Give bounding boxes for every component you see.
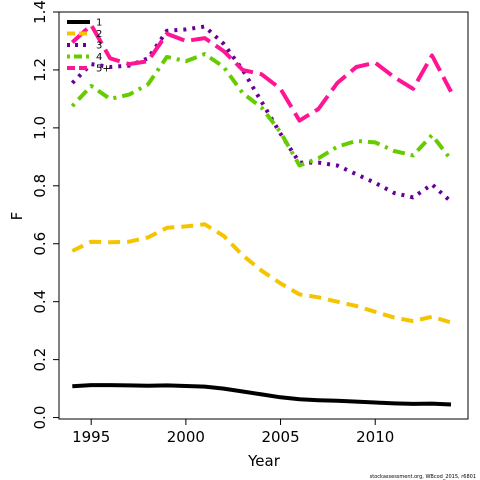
- legend-label: 5+: [96, 64, 111, 75]
- plot-frame: [58, 11, 469, 420]
- footnote: stockassessment.org, WBcod_2015, r6801: [370, 474, 476, 480]
- y-tick-label: 0.8: [31, 174, 49, 198]
- legend-label: 3: [96, 41, 102, 52]
- legend-label: 2: [96, 29, 102, 40]
- x-tick-label: 2005: [261, 428, 299, 446]
- y-tick-label: 1.4: [31, 0, 49, 24]
- y-tick-label: 0.6: [31, 232, 49, 256]
- y-tick-label: 1.0: [31, 116, 49, 140]
- y-tick-label: 0.4: [31, 290, 49, 314]
- legend-label: 1: [96, 18, 102, 29]
- y-tick-label: 0.0: [31, 406, 49, 430]
- series-lines: [70, 23, 453, 407]
- series-line-1: [72, 383, 452, 407]
- x-tick-label: 2000: [167, 428, 205, 446]
- series-line-5plus: [70, 23, 453, 123]
- y-tick-label: 1.2: [31, 58, 49, 82]
- y-axis-title: F: [8, 212, 26, 221]
- legend-label: 4: [96, 52, 102, 63]
- y-tick-label: 0.2: [31, 348, 49, 372]
- x-axis-title: Year: [247, 452, 281, 470]
- series-line-2: [71, 222, 452, 325]
- series-line-3: [70, 24, 453, 204]
- axes: 1995 2000 2005 2010 0.0 0.2 0.4 0.6 0.8 1.0 1.2 1.4: [31, 0, 394, 446]
- series-line-4: [70, 52, 453, 168]
- x-tick-label: 1995: [72, 428, 110, 446]
- x-tick-label: 2010: [356, 428, 394, 446]
